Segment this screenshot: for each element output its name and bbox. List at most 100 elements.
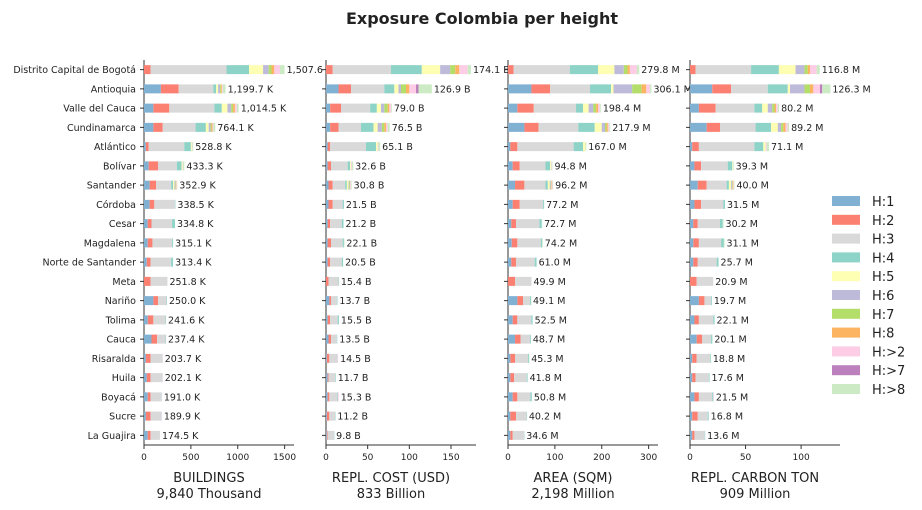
bar-total-label: 528.8 K (195, 142, 232, 153)
bar-segment-h6 (208, 122, 211, 132)
bar-segment-h5 (583, 142, 586, 152)
bar-segment-h8 (418, 84, 432, 94)
legend-label: H:2 (872, 214, 894, 229)
bar-segment-h2 (153, 122, 163, 132)
bar-segment-h4 (713, 315, 715, 325)
bar-segment-h1 (326, 142, 328, 152)
category-label: Distrito Capital de Bogotá (13, 65, 136, 76)
bar-segment-h4 (345, 180, 347, 190)
bar-segment-h4 (590, 84, 612, 94)
bar-segment-h3 (327, 430, 334, 440)
bar-segment-h3 (731, 84, 768, 94)
bar-segment-h4 (370, 103, 377, 113)
x-tick-label: 1500 (273, 453, 296, 463)
bar-segment-h5 (376, 142, 378, 152)
bar-segment-h3 (519, 199, 544, 209)
bar-segment-h2 (510, 430, 513, 440)
bar-segment-h2 (510, 373, 515, 383)
bar-segment-h1 (144, 103, 154, 113)
bar-segment-h3 (517, 392, 531, 402)
bar-segment-h4 (172, 238, 174, 248)
bar-segment-h1 (690, 142, 693, 152)
bar-segment-h1 (144, 122, 154, 132)
bar-total-label: 189.9 K (164, 412, 201, 423)
bar-total-label: 40.0 M (736, 181, 768, 192)
bar-segment-h3 (329, 392, 337, 402)
bar-segment-h3 (150, 392, 161, 402)
bar-total-label: 306.1 M (653, 84, 691, 95)
bar-segment-h2 (221, 84, 223, 94)
bar-segment-h7 (781, 122, 784, 132)
bar-segment-h4 (754, 142, 764, 152)
bar-segment-h4 (361, 122, 374, 132)
bar-segment-h4 (342, 199, 344, 209)
bar-total-label: 89.2 M (791, 123, 823, 134)
bar-segment-h1 (508, 238, 512, 248)
bar-segment-h8 (774, 103, 777, 113)
bar-segment-h3 (701, 199, 724, 209)
bar-segment-h1 (326, 373, 328, 383)
bar-total-label: 313.4 K (175, 258, 212, 269)
bar-total-label: 76.5 B (392, 123, 423, 134)
bar-total-label: 18.8 M (713, 354, 745, 365)
legend-label: H:6 (872, 289, 894, 304)
bar-segment-h8 (650, 84, 652, 94)
category-label: Meta (112, 277, 136, 288)
legend-swatch (832, 214, 860, 225)
bar-total-label: 71.1 M (771, 142, 803, 153)
bar-segment-h3 (331, 161, 348, 171)
bar-total-label: 21.5 B (346, 200, 377, 211)
bar-segment-h4 (341, 257, 344, 267)
bar-segment-h4 (575, 103, 583, 113)
bar-segment-h3 (154, 199, 175, 209)
bar-segment-h1 (144, 296, 154, 306)
bar-segment-h4 (172, 219, 175, 229)
legend-swatch (832, 271, 860, 282)
bar-segment-h2 (330, 122, 339, 132)
bar-segment-h7 (623, 65, 628, 75)
bar-segment-h2 (508, 65, 514, 75)
bar-segment-h2 (147, 238, 153, 248)
bar-segment-h6 (588, 103, 594, 113)
bar-segment-h3 (148, 142, 185, 152)
bar-segment-h4 (754, 103, 763, 113)
bar-segment-h3 (514, 373, 527, 383)
x-tick-label: 100 (793, 453, 810, 463)
bar-segment-h2 (694, 392, 699, 402)
bar-segment-h1 (508, 392, 513, 402)
bar-segment-h4 (391, 65, 422, 75)
bar-segment-h2 (776, 103, 778, 113)
bar-total-label: 11.2 B (337, 412, 368, 423)
bar-segment-h2 (145, 353, 151, 363)
bar-segment-h2 (517, 103, 534, 113)
bar-segment-h2 (598, 103, 600, 113)
category-label: Cundinamarca (67, 123, 136, 134)
bar-segment-h5 (611, 84, 614, 94)
bar-segment-h1 (508, 411, 511, 421)
bar-segment-h8 (606, 122, 608, 132)
bar-segment-h5 (190, 142, 192, 152)
bar-segment-h1 (144, 411, 146, 421)
bar-segment-h4 (711, 296, 712, 306)
bar-segment-h5 (221, 103, 228, 113)
bar-segment-h7 (820, 84, 823, 94)
bar-segment-h1 (144, 238, 148, 248)
category-label: Atlántico (94, 142, 136, 153)
bar-segment-h3 (515, 257, 535, 267)
bar-segment-h7 (605, 122, 607, 132)
bar-segment-h8 (822, 84, 831, 94)
bar-segment-h3 (515, 219, 540, 229)
bar-total-label: 22.1 M (717, 315, 749, 326)
bar-segment-h3 (524, 180, 546, 190)
bar-segment-h5 (421, 65, 441, 75)
bar-segment-h3 (698, 315, 714, 325)
bar-segment-h2 (145, 411, 151, 421)
bar-segment-h4 (336, 392, 338, 402)
bar-segment-h4 (573, 142, 583, 152)
bar-segment-h1 (508, 180, 516, 190)
bar-segment-h3 (351, 84, 385, 94)
legend-swatch (832, 196, 860, 206)
bar-segment-h2 (328, 180, 333, 190)
bar-segment-h4 (226, 65, 249, 75)
